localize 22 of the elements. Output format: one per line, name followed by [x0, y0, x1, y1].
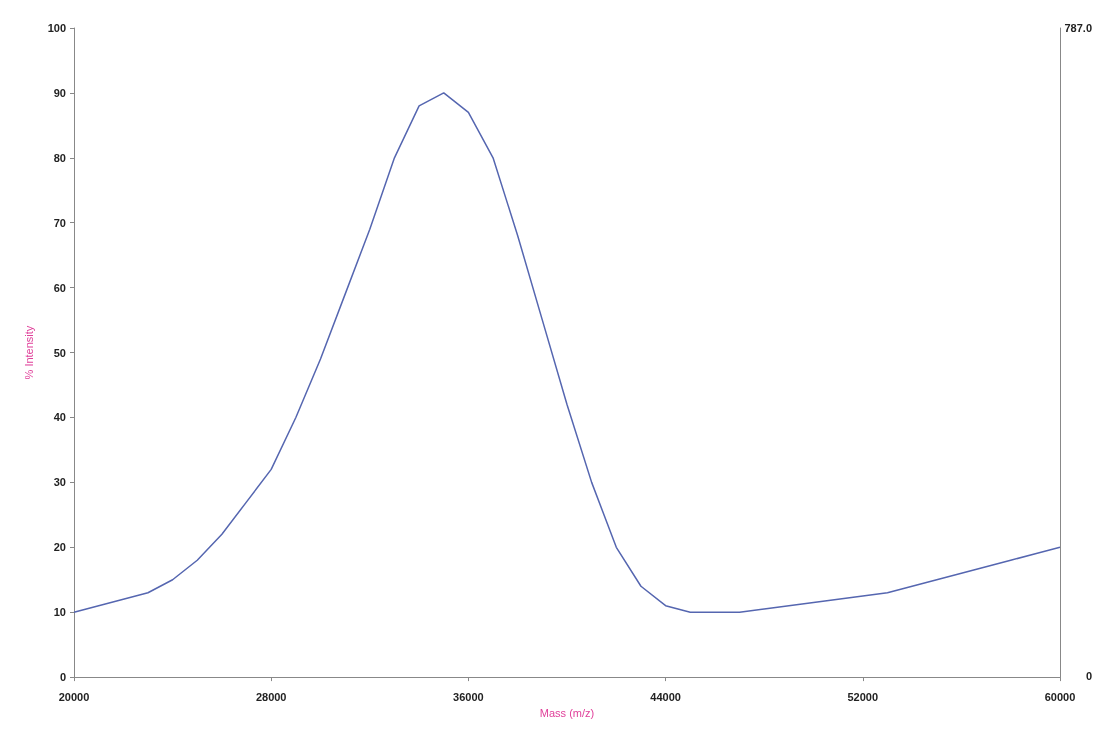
y-tick-label: 30	[53, 476, 66, 489]
y-tick-label: 70	[53, 216, 66, 229]
y-tick-label: 80	[53, 151, 66, 164]
text: 787.0	[1064, 21, 1092, 34]
x-tick-label: 36000	[453, 690, 484, 703]
y-tick-label: 0	[59, 671, 66, 684]
y-tick-label: 100	[47, 22, 66, 34]
x-tick-label: 20000	[58, 690, 90, 703]
y-tick-label: 10	[53, 606, 66, 619]
line-series	[73, 92, 1061, 613]
x-tick-label: 44000	[650, 690, 681, 703]
x-tick-label: 52000	[847, 690, 879, 703]
y-axis-title: % Intensity	[22, 325, 35, 380]
x-tick-label: 28000	[255, 690, 287, 703]
text: 0	[1085, 669, 1093, 682]
y-tick-label: 40	[53, 411, 66, 424]
y-tick-label: 20	[53, 541, 66, 554]
y-tick-label: 90	[53, 86, 66, 99]
y-tick-label: 60	[53, 281, 66, 294]
y-tick-label: 50	[53, 346, 66, 359]
x-tick-label: 60000	[1044, 690, 1076, 703]
x-axis-title: Mass (m/z)	[539, 706, 595, 719]
